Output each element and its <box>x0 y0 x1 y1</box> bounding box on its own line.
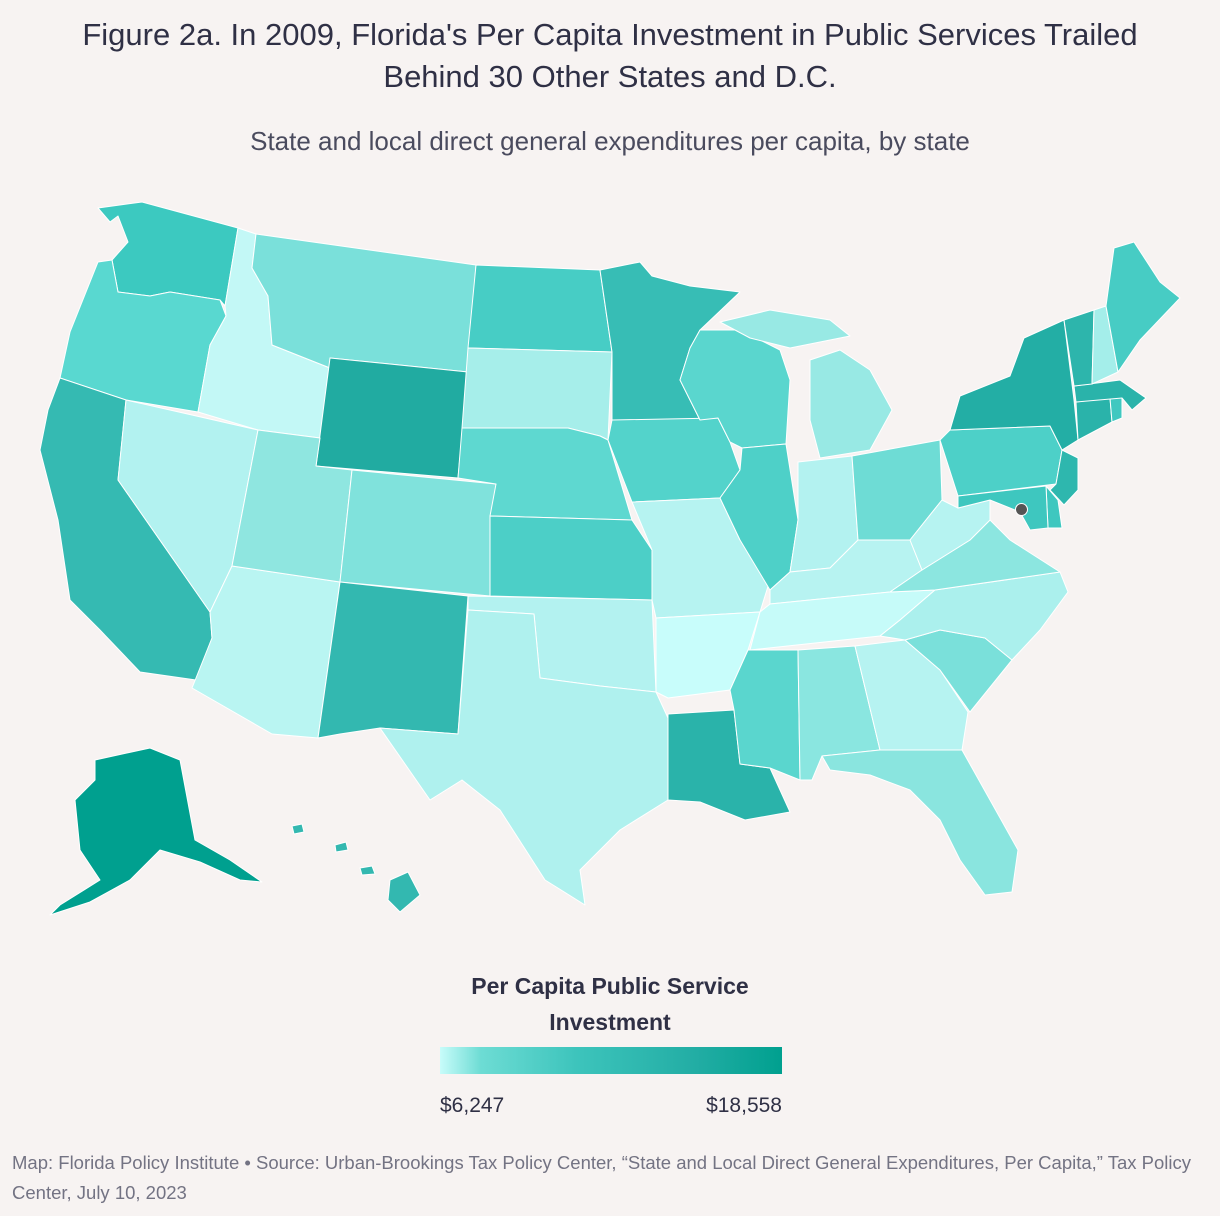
legend-max-label: $18,558 <box>706 1094 782 1117</box>
state-nm[interactable] <box>317 581 469 739</box>
state-wv[interactable] <box>909 499 991 571</box>
state-pa[interactable] <box>939 425 1063 497</box>
state-ny[interactable] <box>949 319 1079 451</box>
legend-title: Per Capita Public Service Investment <box>471 973 749 1035</box>
state-ks[interactable] <box>489 515 653 601</box>
state-fl[interactable] <box>821 749 1019 896</box>
chart-subtitle: State and local direct general expenditu… <box>250 126 970 156</box>
state-tx[interactable] <box>379 609 669 906</box>
source-footer: Map: Florida Policy Institute • Source: … <box>12 1152 1192 1203</box>
state-me[interactable] <box>1105 241 1181 373</box>
state-nj[interactable] <box>1049 449 1079 506</box>
state-hi[interactable] <box>291 823 421 913</box>
state-nd[interactable] <box>467 264 613 353</box>
state-ak[interactable] <box>49 747 263 916</box>
state-mi[interactable] <box>719 309 893 459</box>
legend-gradient-bar <box>440 1047 782 1074</box>
state-ms[interactable] <box>729 649 801 781</box>
state-wy[interactable] <box>315 357 469 479</box>
state-ma[interactable] <box>1073 379 1147 411</box>
us-map <box>39 201 1181 916</box>
state-nc[interactable] <box>879 571 1069 661</box>
state-co[interactable] <box>339 469 497 597</box>
state-md[interactable] <box>957 485 1049 531</box>
state-wa[interactable] <box>97 201 239 307</box>
state-sd[interactable] <box>461 347 613 441</box>
dc-marker[interactable] <box>1015 503 1028 516</box>
legend-min-label: $6,247 <box>440 1094 505 1117</box>
state-ri[interactable] <box>1109 397 1123 423</box>
chart-title: Figure 2a. In 2009, Florida's Per Capita… <box>82 17 1138 94</box>
state-ia[interactable] <box>607 417 741 503</box>
state-ct[interactable] <box>1075 397 1113 441</box>
